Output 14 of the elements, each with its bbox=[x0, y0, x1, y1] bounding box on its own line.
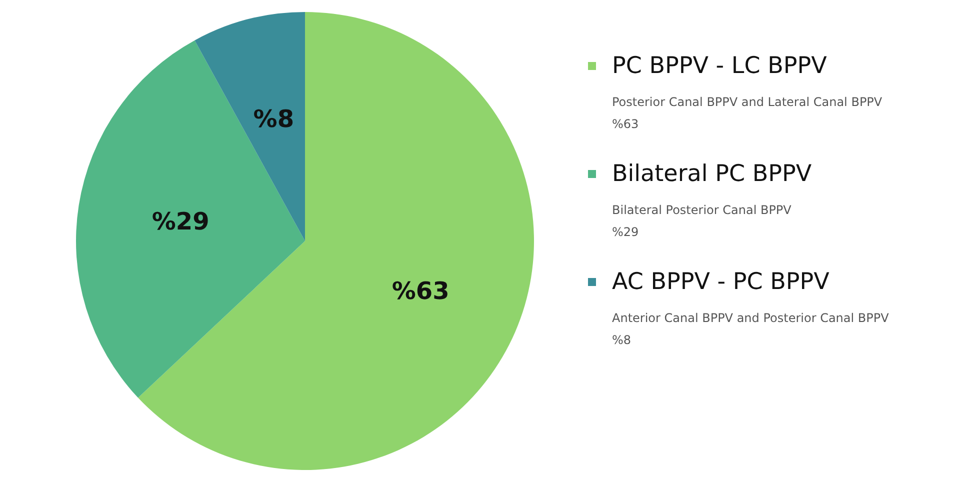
legend-label: AC BPPV - PC BPPV bbox=[612, 269, 830, 295]
text: %8 bbox=[612, 333, 632, 347]
data-label: %29 bbox=[152, 207, 210, 236]
text: Bilateral Posterior Canal BPPV bbox=[612, 202, 792, 219]
data-label: %63 bbox=[392, 277, 450, 306]
pie-slice bbox=[76, 40, 305, 398]
legend-label: PC BPPV - LC BPPV bbox=[612, 53, 827, 79]
text: %63 bbox=[612, 117, 639, 131]
legend-label: Bilateral PC BPPV bbox=[612, 161, 812, 187]
text: Anterior Canal BPPV and Posterior Canal BPPV bbox=[612, 310, 890, 327]
data-label: %8 bbox=[253, 105, 294, 134]
pie-slice bbox=[138, 12, 534, 470]
text: Posterior Canal BPPV and Lateral Canal BPPV bbox=[612, 94, 884, 111]
text: %29 bbox=[612, 225, 639, 239]
